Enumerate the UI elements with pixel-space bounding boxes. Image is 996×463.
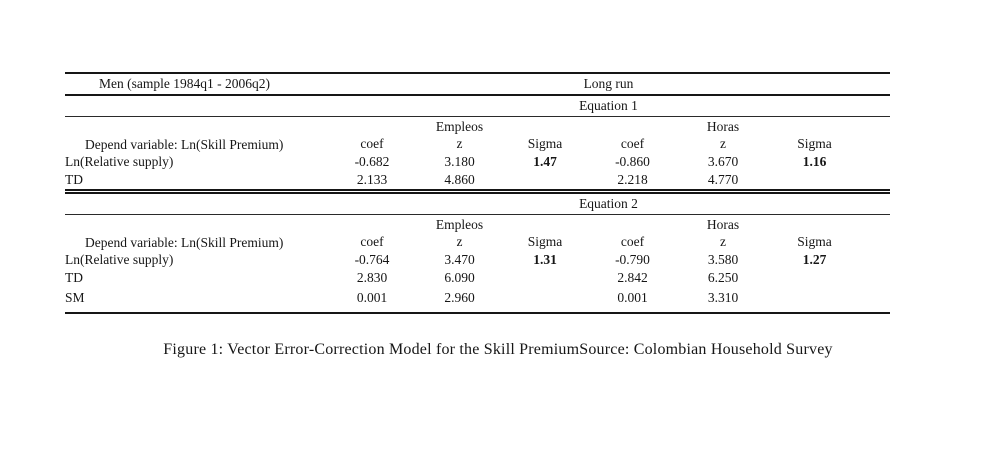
table-cell: 3.470 xyxy=(444,252,475,267)
table-cell: 2.842 xyxy=(617,270,648,285)
empty-cell xyxy=(327,215,417,234)
table-cell: -0.764 xyxy=(354,252,390,267)
table-row-group-headers: Depend variable: Ln(Skill Premium) Emple… xyxy=(65,215,890,250)
table-cell: -0.790 xyxy=(615,252,650,267)
table-cell: 2.960 xyxy=(444,290,475,305)
long-run-header: Long run xyxy=(583,76,634,91)
empty-cell xyxy=(769,215,890,234)
row-label: Ln(Relative supply) xyxy=(65,252,174,267)
table-cell: 2.830 xyxy=(356,270,388,285)
empleos-group-header: Empleos xyxy=(435,119,484,134)
table-cell: 2.133 xyxy=(356,172,388,187)
col-header-sigma: Sigma xyxy=(527,234,563,249)
col-header-z: z xyxy=(456,136,463,151)
table-cell: 3.670 xyxy=(707,154,739,169)
col-header-coef: coef xyxy=(620,136,645,151)
row-label: TD xyxy=(65,172,83,187)
table-row-group-headers: Depend variable: Ln(Skill Premium) Emple… xyxy=(65,117,890,152)
horas-group-header: Horas xyxy=(706,217,740,232)
table-cell xyxy=(502,287,588,313)
table-cell: 0.001 xyxy=(356,290,388,305)
table-cell: 0.001 xyxy=(617,290,648,305)
col-header-sigma: Sigma xyxy=(527,136,563,151)
table-cell: -0.682 xyxy=(354,154,390,169)
row-label: TD xyxy=(65,270,83,285)
empty-cell xyxy=(65,95,327,117)
table-cell: 2.218 xyxy=(617,172,648,187)
figure-caption-title: Figure 1: Vector Error-Correction Model … xyxy=(163,341,580,358)
table-cell-sigma: 1.16 xyxy=(802,154,827,169)
empty-cell xyxy=(502,117,588,136)
table-cell: 3.180 xyxy=(444,154,475,169)
equation2-header: Equation 2 xyxy=(579,196,638,211)
table-cell-sigma: 1.27 xyxy=(802,252,827,267)
table-row: TD 2.830 6.090 2.842 6.250 xyxy=(65,269,890,287)
figure-caption-source: Source: Colombian Household Survey xyxy=(579,341,833,358)
empty-cell xyxy=(502,215,588,234)
col-header-sigma: Sigma xyxy=(797,136,832,151)
col-header-sigma: Sigma xyxy=(797,234,832,249)
table-cell: 3.580 xyxy=(707,252,739,267)
depend-variable-label: Depend variable: Ln(Skill Premium) xyxy=(85,137,284,152)
table-cell: 4.860 xyxy=(444,172,475,187)
empty-cell xyxy=(588,215,677,234)
table-cell: 3.310 xyxy=(707,290,739,305)
col-header-coef: coef xyxy=(360,234,384,249)
empty-cell xyxy=(327,117,417,136)
empty-cell xyxy=(769,117,890,136)
table-cell xyxy=(502,171,588,192)
table-row: TD 2.133 4.860 2.218 4.770 xyxy=(65,171,890,192)
vecm-results-table: Men (sample 1984q1 - 2006q2) Long run Eq… xyxy=(65,72,890,314)
table-row-column-headers: coef z Sigma coef z Sigma xyxy=(65,135,890,153)
table-cell: 6.250 xyxy=(707,270,739,285)
figure-caption: Figure 1: Vector Error-Correction Model … xyxy=(0,341,996,359)
table-cell xyxy=(502,269,588,287)
table-cell xyxy=(769,171,890,192)
sample-label: Men (sample 1984q1 - 2006q2) xyxy=(99,76,270,91)
empty-cell xyxy=(588,117,677,136)
col-header-coef: coef xyxy=(360,136,384,151)
empleos-group-header: Empleos xyxy=(435,217,484,232)
col-header-z: z xyxy=(456,234,463,249)
row-label: Ln(Relative supply) xyxy=(65,154,174,169)
table-cell-sigma: 1.31 xyxy=(533,252,557,267)
row-label: SM xyxy=(65,290,85,305)
table-cell xyxy=(769,269,890,287)
empty-cell xyxy=(65,192,327,215)
table-cell: -0.860 xyxy=(615,154,650,169)
table-row: Ln(Relative supply) -0.682 3.180 1.47 -0… xyxy=(65,153,890,171)
table-row-sample: Men (sample 1984q1 - 2006q2) Long run xyxy=(65,73,890,95)
col-header-z: z xyxy=(720,234,726,249)
table-cell: 4.770 xyxy=(707,172,739,187)
table-row-equation1: Equation 1 xyxy=(65,95,890,117)
table-row-column-headers: coef z Sigma coef z Sigma xyxy=(65,233,890,251)
table-cell: 6.090 xyxy=(444,270,475,285)
col-header-coef: coef xyxy=(620,234,645,249)
table-cell xyxy=(769,287,890,313)
table-row: Ln(Relative supply) -0.764 3.470 1.31 -0… xyxy=(65,251,890,269)
equation1-header: Equation 1 xyxy=(579,98,638,113)
depend-variable-label: Depend variable: Ln(Skill Premium) xyxy=(85,235,284,250)
table-cell-sigma: 1.47 xyxy=(533,154,557,169)
horas-group-header: Horas xyxy=(706,119,740,134)
col-header-z: z xyxy=(720,136,726,151)
table-row-equation2: Equation 2 xyxy=(65,192,890,215)
table-row: SM 0.001 2.960 0.001 3.310 xyxy=(65,287,890,313)
